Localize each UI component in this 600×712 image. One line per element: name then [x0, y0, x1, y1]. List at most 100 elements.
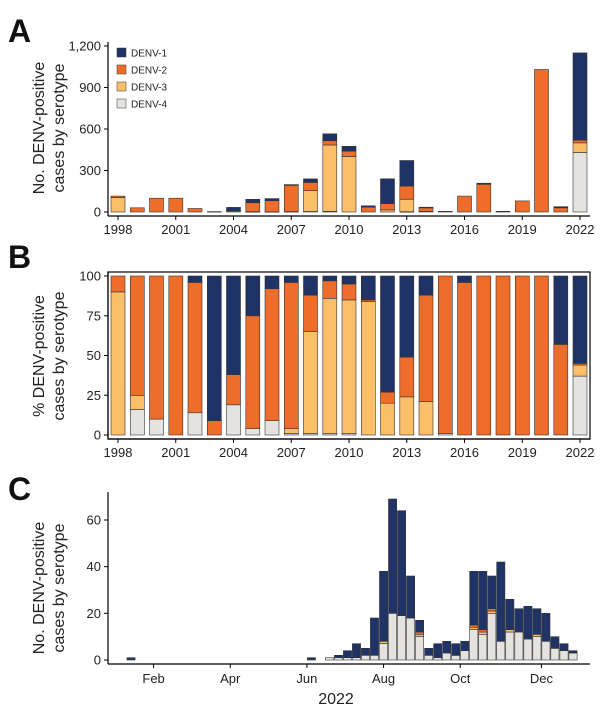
legend-label-denv-3: DENV-3 [131, 83, 168, 94]
pb-bar-2020-denv-2 [534, 275, 549, 436]
pa-bar-2009-denv-2 [322, 140, 338, 146]
panel-label-b: B [8, 239, 31, 275]
panel-label-c: C [8, 471, 31, 507]
pb-bar-2007-denv-2 [283, 282, 299, 429]
pc-bar-week51-denv-4 [559, 650, 569, 661]
pb-bar-2017-denv-2 [476, 275, 492, 436]
pb-ytick-label-25: 25 [87, 388, 101, 403]
pb-bar-2006-denv-2 [264, 288, 280, 422]
pc-bar-week39-denv-1 [451, 643, 461, 656]
pc-bar-week36-denv-4 [424, 654, 434, 661]
pb-bar-2008-denv-2 [303, 294, 318, 333]
pc-xtick-label-oct: Oct [450, 671, 471, 686]
pa-ytick-label-900: 900 [79, 80, 101, 95]
pc-bar-week29-denv-1 [361, 647, 370, 656]
pa-bar-1999-denv-2 [130, 207, 145, 213]
pb-bar-2001-denv-2 [168, 275, 184, 436]
pc-bar-week42-denv-2 [478, 629, 488, 633]
pc-bar-week31-denv-3 [379, 640, 388, 644]
pa-bar-2022-denv-3 [572, 142, 588, 153]
pb-bar-2010-denv-3 [341, 299, 357, 434]
pb-bar-2019-denv-2 [514, 275, 530, 436]
pc-xtick-label-jun: Jun [296, 671, 317, 686]
pb-bar-2021-denv-2 [553, 344, 569, 436]
pa-bar-1998-denv-3 [110, 197, 126, 213]
pc-bar-week43-denv-1 [487, 575, 497, 610]
legend-label-denv-4: DENV-4 [131, 100, 168, 111]
pb-bar-2022-denv-1 [572, 275, 588, 364]
pc-bar-week42-denv-1 [478, 570, 488, 630]
pb-bar-2011-denv-3 [360, 301, 376, 436]
pc-bar-week37-denv-4 [433, 657, 443, 661]
pb-bar-2014-denv-1 [418, 275, 434, 296]
pb-xtick-label-2001: 2001 [161, 445, 190, 460]
pc-bar-week44-denv-1 [496, 561, 506, 642]
pb-bar-2002-denv-1 [187, 275, 203, 283]
pa-bar-2006-denv-1 [264, 198, 280, 202]
pb-bar-2014-denv-2 [418, 294, 434, 402]
pc-bar-week41-denv-4 [469, 629, 479, 661]
pb-bar-2004-denv-1 [226, 275, 241, 375]
pa-ytick-label-600: 600 [79, 122, 101, 137]
pc-bar-week40-denv-4 [460, 650, 470, 661]
pa-xtick-label-2013: 2013 [392, 222, 421, 237]
pc-bar-week48-denv-1 [532, 608, 542, 635]
pc-bar-week45-denv-3 [505, 629, 515, 633]
pa-bar-2005-denv-2 [245, 202, 261, 212]
pc-ytick-label-20: 20 [87, 606, 101, 621]
panel-c-xlabel: 2022 [318, 691, 354, 708]
pa-bar-2013-denv-2 [399, 185, 415, 200]
pb-bar-2013-denv-1 [399, 275, 415, 358]
pc-bar-week30-denv-1 [370, 617, 379, 656]
pc-bar-week3-denv-1 [126, 657, 136, 661]
pb-ytick-label-0: 0 [94, 428, 101, 443]
pa-bar-2009-denv-1 [322, 133, 338, 142]
pc-bar-week40-denv-1 [460, 640, 470, 651]
panel-b-chart: 0 25 50 75 100 1998 2001 2004 2007 2010 2013 2016 20… [79, 269, 594, 461]
pa-bar-2001-denv-2 [168, 197, 184, 213]
pa-bar-2009-denv-3 [322, 144, 338, 212]
pb-bar-2012-denv-2 [380, 391, 395, 404]
pb-bar-2013-denv-3 [399, 396, 415, 436]
pc-bar-week35-denv-2 [415, 631, 424, 635]
pb-bar-2007-denv-1 [283, 275, 299, 283]
pb-bar-2022-denv-3 [572, 364, 588, 377]
pc-bar-week45-denv-4 [505, 631, 515, 661]
pa-xtick-label-2019: 2019 [508, 222, 537, 237]
pb-bar-2016-denv-2 [457, 282, 472, 436]
pb-bar-2002-denv-4 [187, 412, 203, 436]
panel-a-ylabel-line1: No. DENV-positive [31, 62, 48, 195]
pc-bar-week26-denv-1 [334, 654, 343, 658]
pa-bar-2014-denv-2 [418, 207, 434, 212]
pa-bar-2013-denv-3 [399, 199, 415, 213]
pa-xtick-label-2007: 2007 [277, 222, 306, 237]
pc-bar-week41-denv-1 [469, 570, 479, 626]
pa-xtick-label-2022: 2022 [566, 222, 595, 237]
pb-xtick-label-2016: 2016 [450, 445, 479, 460]
pb-bar-1998-denv-3 [110, 291, 126, 436]
pb-bar-2009-denv-2 [322, 280, 338, 299]
pc-bar-week26-denv-4 [334, 657, 343, 661]
pc-bar-week46-denv-4 [514, 631, 524, 661]
pb-bar-2004-denv-4 [226, 404, 241, 436]
pa-bar-2017-denv-1 [476, 182, 492, 185]
pc-bar-week47-denv-4 [523, 638, 533, 661]
pc-bar-week25-denv-4 [325, 657, 334, 661]
pa-bar-2005-denv-1 [245, 199, 261, 204]
pb-xtick-label-2022: 2022 [566, 445, 595, 460]
pc-bar-week35-denv-4 [415, 636, 424, 661]
panel-a-chart: 0 300 600 900 1,200 1998 2001 2004 2007 2010 2013 2… [68, 39, 594, 238]
panel-a-ylabel-line2: cases by serotype [51, 63, 68, 192]
pb-xtick-label-2010: 2010 [335, 445, 364, 460]
pb-xtick-label-1998: 1998 [104, 445, 133, 460]
pb-ytick-label-100: 100 [79, 269, 101, 284]
pb-bar-2000-denv-2 [149, 275, 164, 420]
pc-bar-week36-denv-1 [424, 647, 434, 656]
legend-label-denv-1: DENV-1 [131, 49, 168, 60]
panel-label-a: A [8, 13, 31, 49]
pb-bar-2014-denv-3 [418, 401, 434, 436]
pc-bar-week38-denv-1 [442, 640, 452, 654]
pb-ytick-label-50: 50 [87, 348, 101, 363]
pc-bar-week27-denv-1 [343, 650, 352, 659]
pc-ytick-label-0: 0 [94, 653, 101, 668]
